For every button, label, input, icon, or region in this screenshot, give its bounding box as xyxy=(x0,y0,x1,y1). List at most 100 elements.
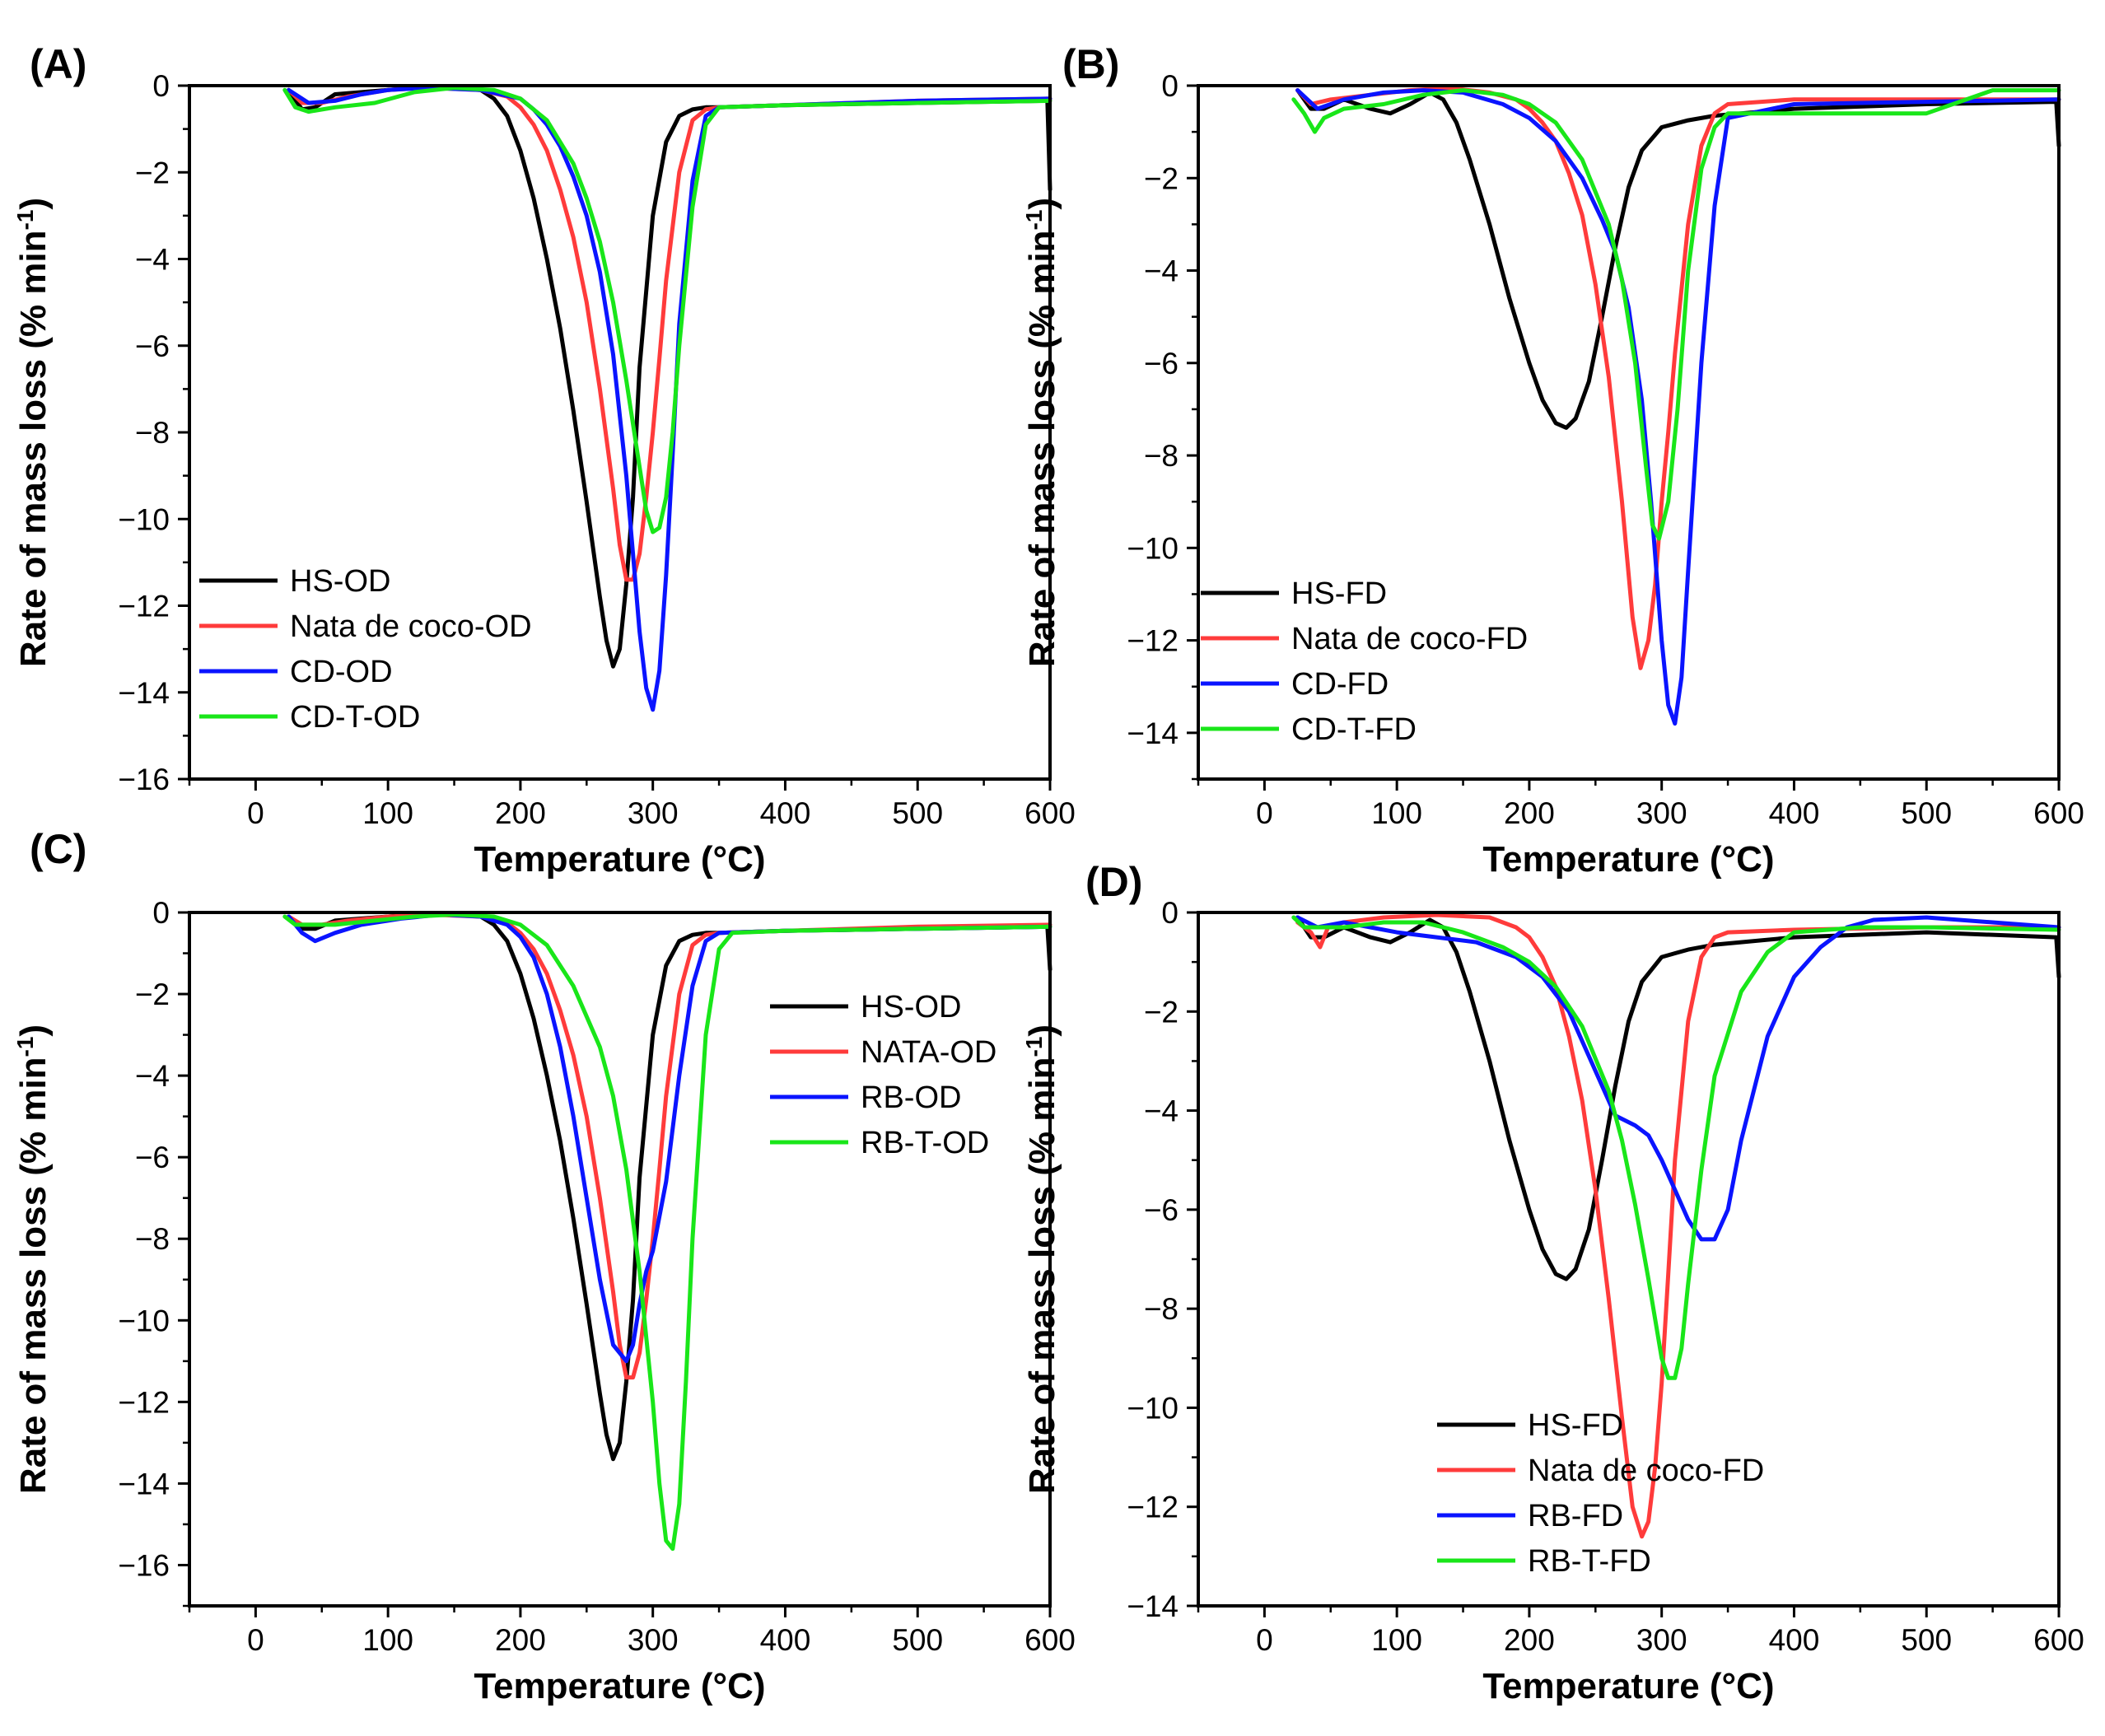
y-tick-label: −16 xyxy=(118,763,170,796)
y-tick-label: −10 xyxy=(118,502,170,536)
y-axis-title-superscript: -1 xyxy=(12,1037,38,1057)
legend-label: HS-FD xyxy=(1528,1408,1623,1443)
y-tick-label: −2 xyxy=(1144,161,1179,195)
panel-label: (C) xyxy=(30,826,86,872)
y-tick-label: 0 xyxy=(152,896,170,930)
y-tick-label: 0 xyxy=(1161,69,1179,103)
y-tick-label: −10 xyxy=(118,1304,170,1337)
legend-label: CD-T-OD xyxy=(290,700,420,735)
y-tick-label: −6 xyxy=(135,329,170,363)
x-tick-label: 0 xyxy=(1256,796,1273,830)
x-tick-label: 600 xyxy=(2033,1623,2084,1657)
x-tick-label: 400 xyxy=(760,796,811,830)
x-tick-label: 100 xyxy=(1371,1623,1422,1657)
legend-label: RB-OD xyxy=(861,1080,961,1115)
y-tick-label: −12 xyxy=(1127,1491,1179,1524)
y-tick-label: −4 xyxy=(135,243,170,277)
y-tick-label: −14 xyxy=(1127,716,1179,750)
x-tick-label: 600 xyxy=(2033,796,2084,830)
legend-label: HS-FD xyxy=(1291,576,1387,611)
y-axis-title-main: Rate of mass loss (% min xyxy=(13,1057,54,1494)
y-axis-title: Rate of mass loss (% min-1) xyxy=(12,1024,54,1494)
legend-label: CD-FD xyxy=(1291,667,1389,702)
series-line-hs-od xyxy=(287,86,1052,669)
y-tick-label: −4 xyxy=(1144,1094,1179,1128)
y-tick-label: −10 xyxy=(1127,531,1179,565)
y-tick-label: −6 xyxy=(1144,1193,1179,1227)
x-axis-title: Temperature (°C) xyxy=(474,839,765,880)
y-tick-label: −14 xyxy=(1127,1589,1179,1623)
plot-frame xyxy=(1197,84,2061,781)
panel-label: (A) xyxy=(30,41,86,87)
y-tick-label: −14 xyxy=(118,1467,170,1500)
y-axis-title-superscript: -1 xyxy=(1021,1037,1047,1057)
x-axis-title: Temperature (°C) xyxy=(1482,839,1774,880)
y-tick-label: −2 xyxy=(135,156,170,189)
y-axis-title-close: ) xyxy=(13,198,54,210)
y-tick-label: −8 xyxy=(135,1222,170,1256)
y-axis-title: Rate of mass loss (% min-1) xyxy=(12,198,54,667)
x-tick-label: 200 xyxy=(1504,796,1555,830)
x-tick-label: 500 xyxy=(892,1623,943,1657)
panel-c: (C) 0 100 200 300 400 500 600 0 −2 −4 −6 −8 −10 −12 −14… xyxy=(12,826,1076,1706)
x-tick-label: 400 xyxy=(1769,796,1820,830)
y-tick-label: −14 xyxy=(118,676,170,710)
panel-b: (B) 0 100 200 300 400 500 600 0 −2 −4 −6 −8 −10 −12 −14… xyxy=(1021,41,2084,880)
legend-label: HS-OD xyxy=(861,990,961,1024)
y-tick-label: −4 xyxy=(135,1059,170,1093)
panel-label: (D) xyxy=(1085,859,1142,905)
legend-label: Nata de coco-FD xyxy=(1291,622,1528,656)
y-tick-label: −2 xyxy=(135,978,170,1011)
legend-label: CD-OD xyxy=(290,655,393,689)
x-tick-label: 600 xyxy=(1024,1623,1076,1657)
x-tick-label: 0 xyxy=(247,796,264,830)
legend-label: NATA-OD xyxy=(861,1035,996,1070)
y-tick-label: −8 xyxy=(135,416,170,450)
legend-label: Nata de coco-FD xyxy=(1528,1454,1764,1488)
x-tick-label: 100 xyxy=(1371,796,1422,830)
x-axis-title: Temperature (°C) xyxy=(1482,1666,1774,1706)
series-line-cd-od xyxy=(287,86,1052,712)
series-line-cd-t-od xyxy=(282,86,1052,534)
legend-label: HS-OD xyxy=(290,564,390,599)
x-tick-label: 200 xyxy=(1504,1623,1555,1657)
legend-label: Nata de coco-OD xyxy=(290,609,532,644)
y-tick-label: 0 xyxy=(152,69,170,103)
x-tick-label: 500 xyxy=(1901,1623,1952,1657)
panel-d: (D) 0 100 200 300 400 500 600 0 −2 −4 −6 −8 −10 −12 −14… xyxy=(1021,859,2084,1706)
y-axis-title-close: ) xyxy=(13,1024,54,1037)
x-tick-label: 0 xyxy=(1256,1623,1273,1657)
y-tick-label: −8 xyxy=(1144,1292,1179,1326)
series-line-rb-fd xyxy=(1295,915,2061,1242)
series-line-hs-fd xyxy=(1295,915,2061,1281)
x-tick-label: 0 xyxy=(247,1623,264,1657)
plot-frame xyxy=(188,911,1052,1608)
y-tick-label: −12 xyxy=(118,1385,170,1419)
y-axis-title-superscript: -1 xyxy=(1021,210,1047,231)
y-axis-title: Rate of mass loss (% min-1) xyxy=(1021,1024,1063,1494)
y-axis-title-close: ) xyxy=(1022,1024,1062,1037)
y-tick-label: −16 xyxy=(118,1548,170,1582)
series-line-nata-de-coco-fd xyxy=(1295,86,2061,670)
legend-label: RB-T-FD xyxy=(1528,1544,1651,1579)
series-line-rb-t-od xyxy=(282,912,1052,1552)
legend-label: RB-T-OD xyxy=(861,1126,989,1160)
x-tick-label: 600 xyxy=(1024,796,1076,830)
legend-label: CD-T-FD xyxy=(1291,712,1417,747)
x-tick-label: 500 xyxy=(892,796,943,830)
y-tick-label: −2 xyxy=(1144,995,1179,1029)
x-tick-label: 100 xyxy=(362,1623,413,1657)
y-tick-label: −10 xyxy=(1127,1391,1179,1425)
y-axis-title-superscript: -1 xyxy=(12,210,38,231)
x-axis-title: Temperature (°C) xyxy=(474,1666,765,1706)
x-tick-label: 300 xyxy=(628,796,679,830)
x-tick-label: 400 xyxy=(1769,1623,1820,1657)
series-line-cd-t-fd xyxy=(1291,88,2061,541)
panel-label: (B) xyxy=(1062,41,1119,87)
y-tick-label: −4 xyxy=(1144,254,1179,288)
y-tick-label: −6 xyxy=(135,1141,170,1174)
y-axis-title-main: Rate of mass loss (% min xyxy=(1022,230,1062,667)
y-axis-title-close: ) xyxy=(1022,198,1062,210)
y-tick-label: −6 xyxy=(1144,347,1179,380)
